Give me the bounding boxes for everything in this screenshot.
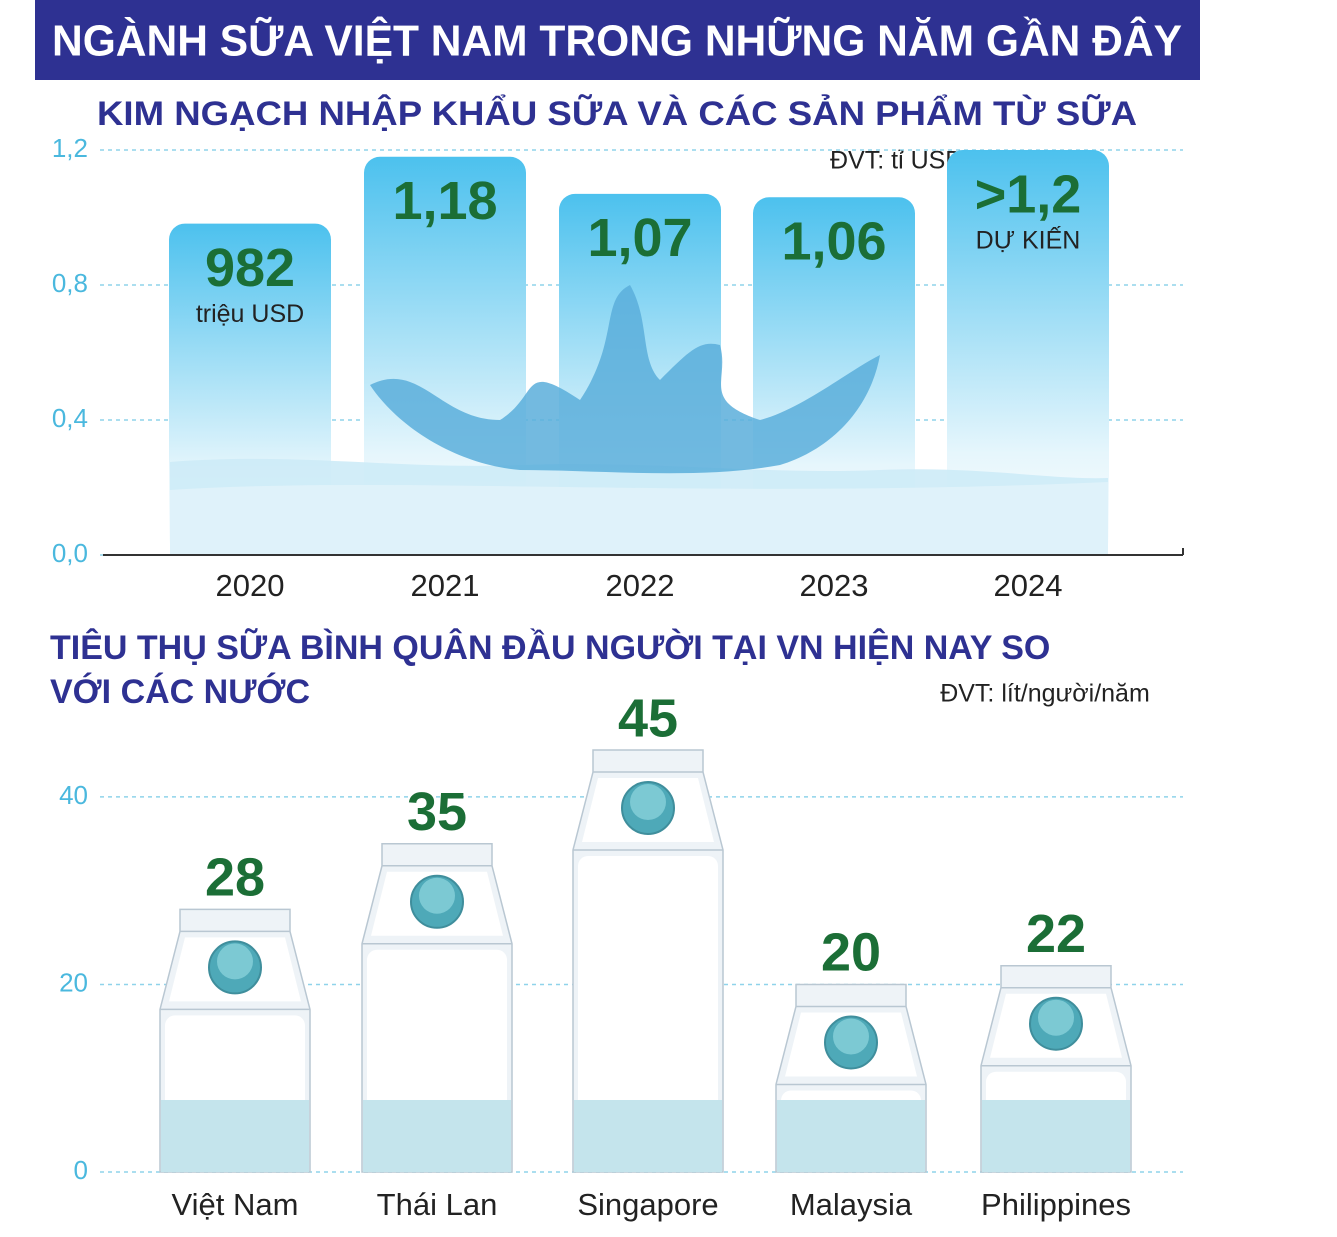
x-tick-label: Singapore <box>577 1187 718 1222</box>
x-tick-label: 2022 <box>606 568 675 603</box>
x-tick-label: Philippines <box>981 1187 1131 1222</box>
value-label: >1,2 <box>975 164 1082 224</box>
page-title: NGÀNH SỮA VIỆT NAM TRONG NHỮNG NĂM GẦN Đ… <box>52 16 1182 66</box>
bar <box>947 150 1109 555</box>
value-label: 28 <box>205 848 265 908</box>
value-label: 1,07 <box>587 208 692 268</box>
title-bar <box>35 0 1200 80</box>
y-tick-label: 20 <box>59 967 88 997</box>
unit-label: ĐVT: tỉ USD <box>830 147 963 175</box>
x-tick-label: Malaysia <box>790 1187 913 1222</box>
cap-top <box>217 943 253 980</box>
value-label: 1,18 <box>392 171 497 231</box>
y-tick-label: 0,4 <box>52 403 88 433</box>
note: DỰ KIẾN <box>976 226 1081 255</box>
milk-level <box>161 1100 309 1172</box>
value-label: 982 <box>205 238 295 298</box>
x-tick-label: 2021 <box>411 568 480 603</box>
y-tick-label: 0,0 <box>52 538 88 568</box>
milk-level <box>574 1100 722 1172</box>
milk-level <box>982 1100 1130 1172</box>
y-tick-label: 0,8 <box>52 268 88 298</box>
y-tick-label: 40 <box>59 780 88 810</box>
value-label: 1,06 <box>781 212 886 272</box>
unit-label: ĐVT: lít/người/năm <box>940 680 1150 708</box>
value-label: 20 <box>821 923 881 983</box>
note: triệu USD <box>196 300 304 328</box>
x-tick-label: 2020 <box>216 568 285 603</box>
value-label: 45 <box>618 688 678 748</box>
x-tick-label: 2024 <box>994 568 1063 603</box>
chart-title: TIÊU THỤ SỮA BÌNH QUÂN ĐẦU NGƯỜI TẠI VN … <box>50 629 1050 711</box>
value-label: 35 <box>407 782 467 842</box>
carton-panel <box>578 856 718 1168</box>
y-tick-label: 1,2 <box>52 133 88 163</box>
x-tick-label: Việt Nam <box>172 1187 299 1222</box>
milk-level <box>363 1100 511 1172</box>
chart-2: 0 20 40 28 Việt Nam 35 Thái Lan 45 Singapore 20 Ma… <box>59 688 1183 1222</box>
milk-level <box>777 1100 925 1172</box>
chart-title: KIM NGẠCH NHẬP KHẨU SỮA VÀ CÁC SẢN PHẨM … <box>97 95 1137 133</box>
x-tick-label: 2023 <box>800 568 869 603</box>
cap-top <box>419 877 455 914</box>
x-tick-label: Thái Lan <box>377 1187 498 1222</box>
milk-splash <box>170 285 1108 555</box>
y-tick-label: 0 <box>74 1155 88 1185</box>
cap-top <box>833 1018 869 1055</box>
bar <box>753 197 915 555</box>
cap-top <box>1038 999 1074 1036</box>
value-label: 22 <box>1026 904 1086 964</box>
cap-top <box>630 784 666 820</box>
